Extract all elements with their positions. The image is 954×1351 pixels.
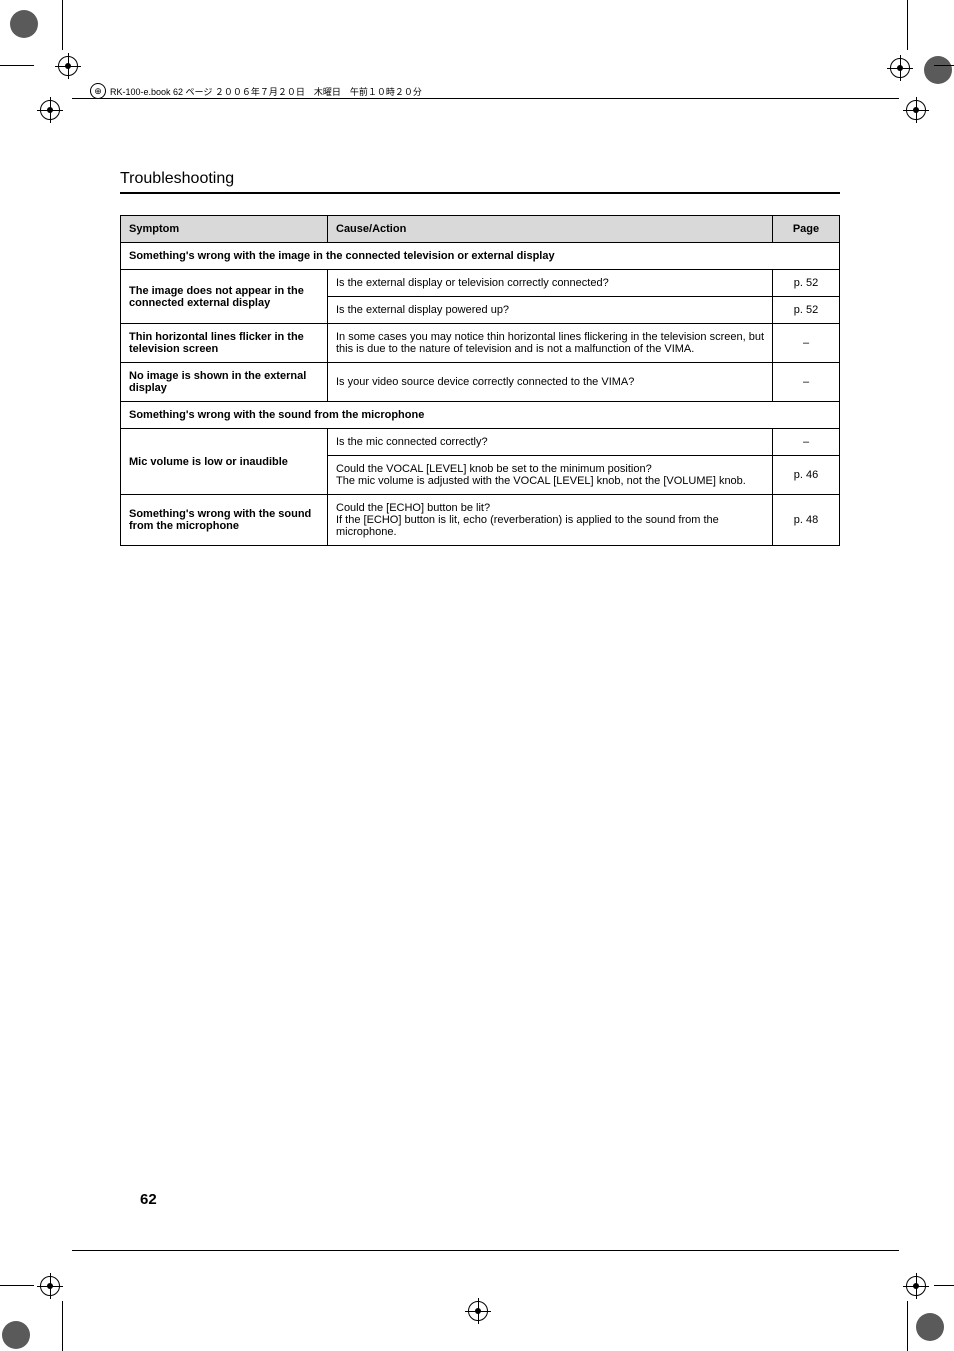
- symptom-cell: Mic volume is low or inaudible: [121, 429, 328, 495]
- symptom-cell: The image does not appear in the connect…: [121, 270, 328, 324]
- troubleshooting-table: Symptom Cause/Action Page Something's wr…: [120, 215, 840, 546]
- running-head: Troubleshooting: [120, 170, 234, 188]
- reg-mark-bot-right: [906, 1276, 926, 1296]
- col-cause: Cause/Action: [328, 216, 773, 243]
- reg-mark-top-left2: [58, 56, 78, 76]
- corner-top-left-filled: [10, 10, 38, 38]
- crop-mark: [0, 65, 34, 66]
- print-header: ⊕ RK-100-e.book 62 ページ ２００６年７月２０日 木曜日 午前…: [90, 83, 422, 99]
- print-header-text: RK-100-e.book 62 ページ ２００６年７月２０日 木曜日 午前１０…: [110, 85, 422, 98]
- symptom-cell: Something's wrong with the sound from th…: [121, 495, 328, 546]
- crop-mark: [934, 1285, 954, 1286]
- page-cell: p. 46: [773, 456, 840, 495]
- table-header-row: Symptom Cause/Action Page: [121, 216, 840, 243]
- col-symptom: Symptom: [121, 216, 328, 243]
- page-cell: p. 52: [773, 297, 840, 324]
- symptom-cell: No image is shown in the external displa…: [121, 363, 328, 402]
- table-row: Something's wrong with the sound from th…: [121, 495, 840, 546]
- crop-mark: [0, 1285, 34, 1286]
- cause-cell: In some cases you may notice thin horizo…: [328, 324, 773, 363]
- page-cell: –: [773, 363, 840, 402]
- corner-bot-left-filled: [2, 1321, 30, 1349]
- page-number: 62: [140, 1191, 157, 1208]
- cause-cell: Is the mic connected correctly?: [328, 429, 773, 456]
- corner-top-right-filled: [924, 56, 952, 84]
- page-cell: –: [773, 324, 840, 363]
- footer-rule: [72, 1250, 899, 1251]
- table-section-row: Something's wrong with the sound from th…: [121, 402, 840, 429]
- section-title: Something's wrong with the sound from th…: [121, 402, 840, 429]
- cause-cell: Is your video source device correctly co…: [328, 363, 773, 402]
- page-cell: p. 48: [773, 495, 840, 546]
- crop-mark: [62, 1301, 63, 1351]
- table-row: The image does not appear in the connect…: [121, 270, 840, 297]
- reg-mark-top-left: [40, 100, 60, 120]
- reg-mark-top-right2: [890, 58, 910, 78]
- cause-cell: Could the [ECHO] button be lit? If the […: [328, 495, 773, 546]
- cause-cell: Could the VOCAL [LEVEL] knob be set to t…: [328, 456, 773, 495]
- reg-mark-bot-left: [40, 1276, 60, 1296]
- table-row: Thin horizontal lines flicker in the tel…: [121, 324, 840, 363]
- crop-mark: [907, 1301, 908, 1351]
- page-cell: –: [773, 429, 840, 456]
- table-row: No image is shown in the external displa…: [121, 363, 840, 402]
- cause-cell: Is the external display or television co…: [328, 270, 773, 297]
- book-icon: ⊕: [90, 83, 106, 99]
- cause-cell: Is the external display powered up?: [328, 297, 773, 324]
- reg-mark-bot-center: [468, 1301, 488, 1321]
- table-row: Mic volume is low or inaudible Is the mi…: [121, 429, 840, 456]
- symptom-cell: Thin horizontal lines flicker in the tel…: [121, 324, 328, 363]
- corner-bot-right-filled: [916, 1313, 944, 1341]
- crop-mark: [62, 0, 63, 50]
- page-cell: p. 52: [773, 270, 840, 297]
- section-title: Something's wrong with the image in the …: [121, 243, 840, 270]
- reg-mark-top-right: [906, 100, 926, 120]
- table-section-row: Something's wrong with the image in the …: [121, 243, 840, 270]
- crop-mark: [907, 0, 908, 50]
- header-rule: [72, 98, 899, 99]
- col-page: Page: [773, 216, 840, 243]
- running-head-rule: [120, 192, 840, 194]
- crop-mark: [934, 65, 954, 66]
